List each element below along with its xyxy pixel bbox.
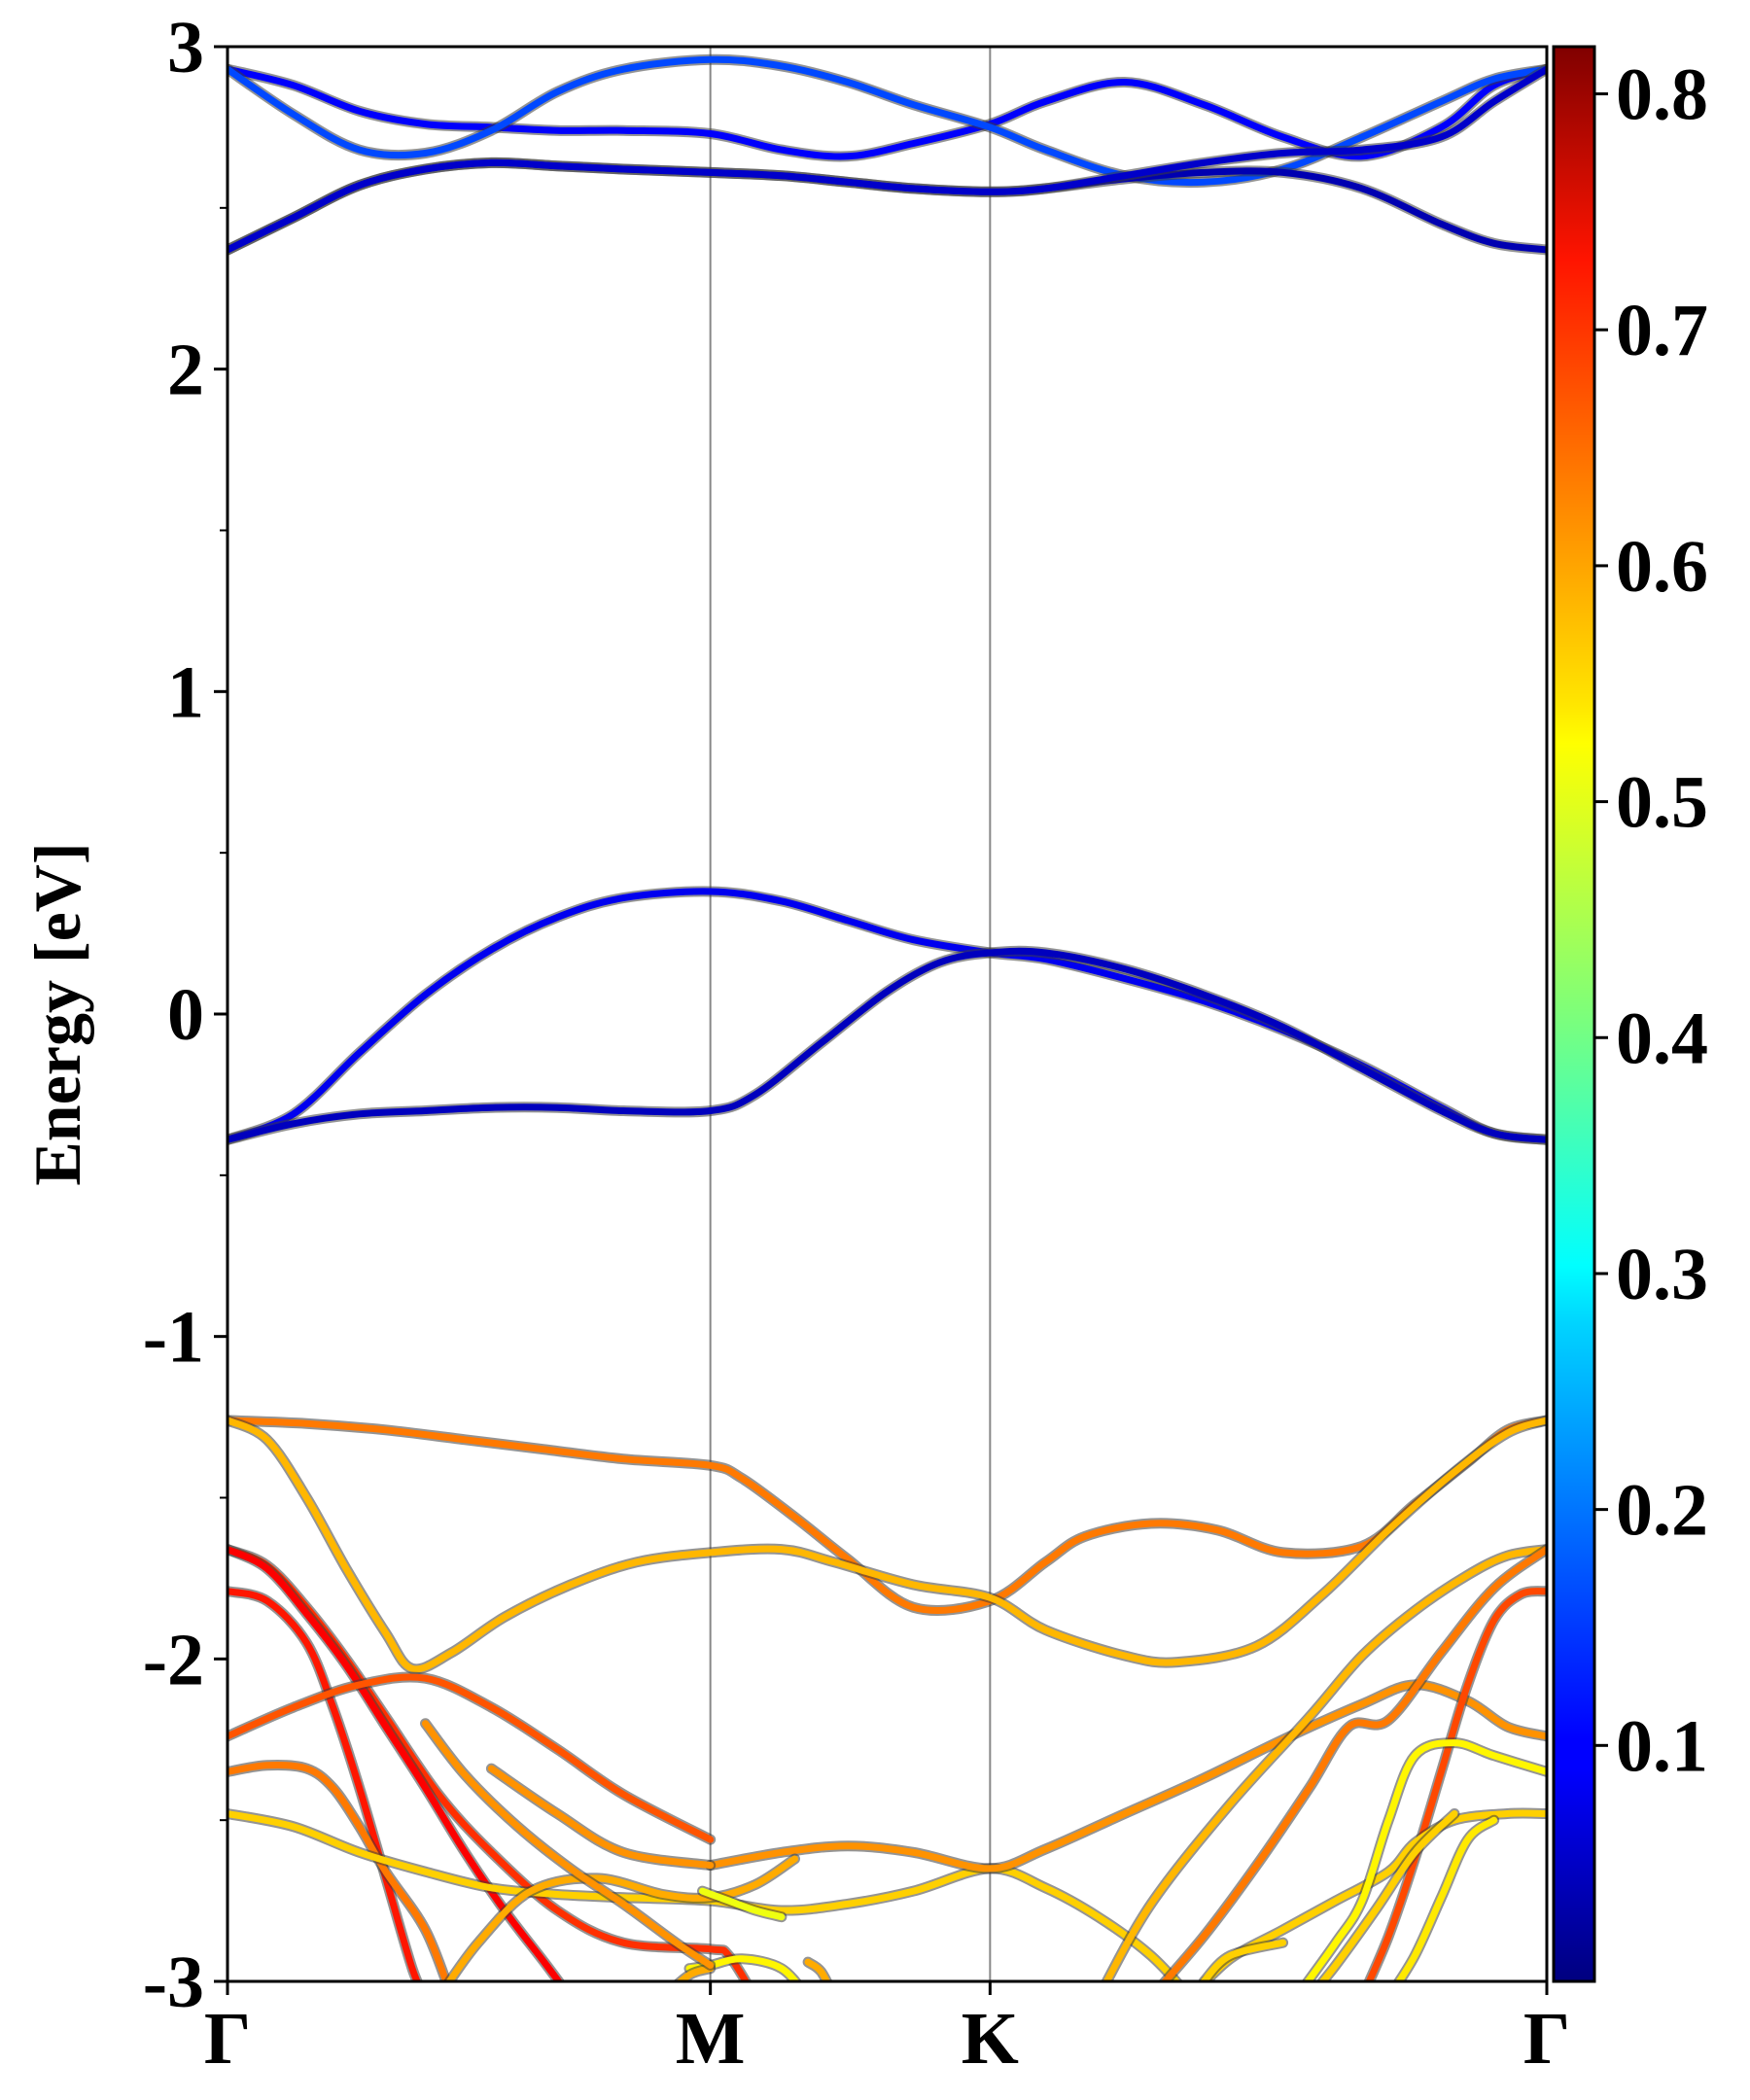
band-line-2 [228, 158, 1547, 254]
colorbar-tick-label: 0.6 [1616, 526, 1708, 608]
band-line-27 [445, 1855, 798, 1981]
band-line-5 [228, 947, 1547, 1143]
colorbar: 0.1 0.2 0.3 0.4 0.5 0.6 0.7 0.8 [1552, 45, 1708, 1983]
y-tick-label: -1 [143, 1297, 204, 1379]
band-line-25 [1318, 1810, 1458, 1981]
band-outline-2 [228, 157, 1547, 256]
colorbar-tick-label: 0.8 [1616, 54, 1708, 136]
colorbar-tick-label: 0.5 [1616, 762, 1708, 844]
band-line-20 [1365, 1588, 1547, 1981]
band-line-29 [422, 1720, 715, 1969]
colorbar-ticks: 0.1 0.2 0.3 0.4 0.5 0.6 0.7 0.8 [1594, 54, 1708, 1787]
band-line-3 [228, 65, 1547, 254]
y-axis-label: Energy [eV] [20, 842, 94, 1185]
plot-area: -3 -2 -1 0 1 2 3 Γ M K Γ Energy [eV] [20, 7, 1570, 2080]
band-line-12 [228, 1762, 450, 1981]
kpoint-label: M [676, 1998, 746, 2080]
y-tick-label: -3 [143, 1942, 204, 2023]
kpoint-label: K [962, 1998, 1019, 2080]
colorbar-tick-label: 0.3 [1616, 1234, 1708, 1315]
band-line-18 [675, 1965, 715, 1981]
y-tick-label: 3 [167, 7, 204, 88]
band-line-7 [228, 1417, 1547, 1673]
band-line-14 [707, 1681, 1547, 1872]
colorbar-tick-label: 0.4 [1616, 998, 1708, 1079]
colorbar-tick-label: 0.2 [1616, 1470, 1708, 1552]
kpoint-label: Γ [204, 1998, 251, 2080]
y-tick-label: 0 [167, 974, 204, 1056]
band-line-10 [228, 1588, 421, 1981]
band-line-11 [228, 1673, 715, 1843]
y-tick-label: -2 [143, 1619, 204, 1700]
colorbar-tick-label: 0.1 [1616, 1705, 1708, 1787]
band-outline-4 [228, 886, 1547, 1145]
y-tick-label: 2 [167, 330, 204, 411]
band-line-26 [1395, 1816, 1498, 1981]
band-line-19 [1102, 1546, 1547, 1981]
y-tick-label: 1 [167, 651, 204, 733]
band-line-24 [1200, 1939, 1287, 1981]
kpoint-divider-lines [709, 47, 992, 1981]
band-line-21 [1160, 1546, 1547, 1981]
band-line-23 [1304, 1739, 1547, 1981]
plot-frame [226, 45, 1549, 1983]
y-axis: -3 -2 -1 0 1 2 3 [143, 7, 228, 2023]
colorbar-tick-label: 0.7 [1616, 290, 1708, 371]
band-line-28 [699, 1887, 786, 1921]
band-lines [228, 53, 1547, 1981]
kpoint-label: Γ [1523, 1998, 1570, 2080]
band-line-17 [804, 1958, 831, 1981]
colorbar-gradient [1552, 45, 1596, 1983]
band-line-15 [487, 1765, 715, 1870]
band-line-9 [228, 1546, 563, 1981]
